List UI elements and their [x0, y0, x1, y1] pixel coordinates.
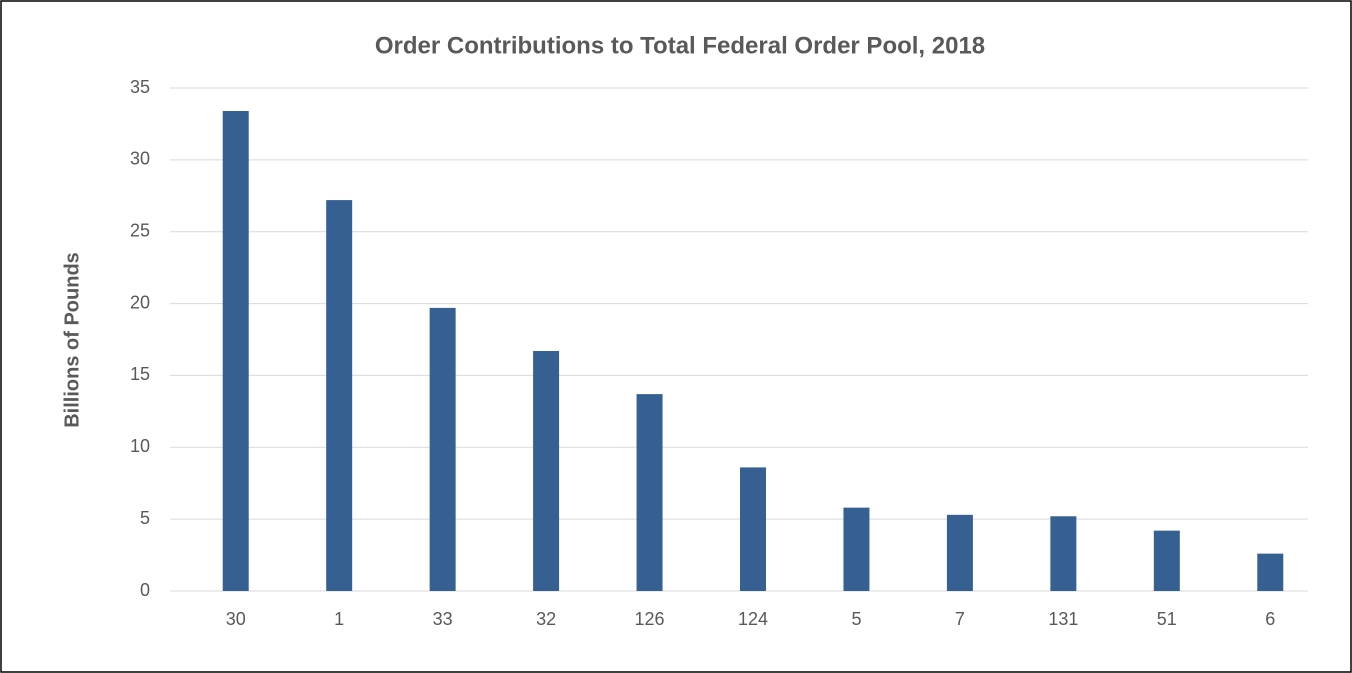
y-axis-label: Billions of Pounds — [61, 252, 83, 428]
y-tick-label: 25 — [130, 220, 150, 240]
y-tick-label: 5 — [140, 508, 150, 528]
bar — [429, 307, 456, 591]
x-tick-label: 33 — [433, 609, 453, 629]
y-tick-label: 35 — [130, 77, 150, 97]
bar — [326, 200, 353, 591]
y-tick-label: 30 — [130, 149, 150, 169]
x-tick-label: 7 — [955, 609, 965, 629]
y-tick-label: 20 — [130, 292, 150, 312]
bar — [1153, 530, 1180, 591]
bar — [636, 394, 663, 591]
bar — [1257, 553, 1284, 591]
bar — [222, 110, 249, 591]
bar — [533, 350, 560, 591]
x-tick-label: 51 — [1157, 609, 1177, 629]
x-tick-label: 30 — [226, 609, 246, 629]
x-tick-label: 131 — [1048, 609, 1078, 629]
chart-title: Order Contributions to Total Federal Ord… — [375, 32, 985, 59]
y-tick-label: 15 — [130, 364, 150, 384]
y-tick-label: 10 — [130, 436, 150, 456]
x-tick-label: 5 — [851, 609, 861, 629]
bar — [740, 467, 766, 591]
x-tick-label: 6 — [1265, 609, 1275, 629]
x-tick-label: 126 — [635, 609, 665, 629]
bar — [946, 514, 973, 591]
bar — [1050, 516, 1077, 591]
x-tick-label: 32 — [536, 609, 556, 629]
x-tick-label: 1 — [334, 609, 344, 629]
bar — [843, 507, 870, 591]
x-tick-label: 124 — [738, 609, 768, 629]
y-tick-label: 0 — [140, 580, 150, 600]
